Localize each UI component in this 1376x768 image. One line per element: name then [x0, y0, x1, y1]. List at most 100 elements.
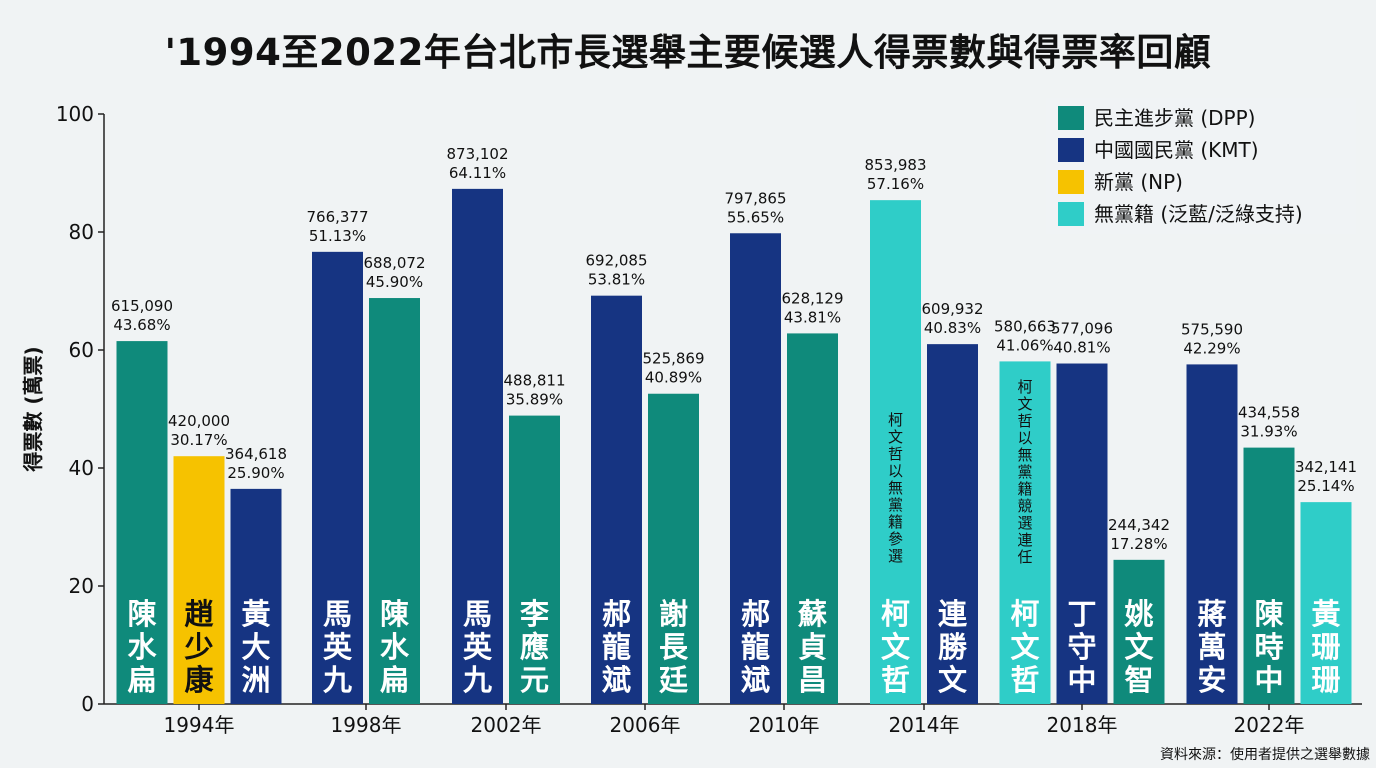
data-label-votes: 488,811 [503, 372, 565, 390]
bar-note-char: 文 [1017, 395, 1032, 413]
bar-name-char: 文 [938, 663, 968, 697]
bar-name-char: 勝 [938, 630, 968, 664]
bar-note-char: 連 [1017, 531, 1032, 549]
bar-note-char: 選 [1017, 514, 1032, 532]
bar [173, 456, 225, 704]
data-label-votes: 766,377 [306, 208, 368, 226]
data-label-votes: 580,663 [994, 317, 1056, 335]
bars: 615,09043.68%陳水扁420,00030.17%趙少康364,6182… [111, 145, 1357, 705]
bar-name-char: 水 [127, 630, 157, 664]
bar [369, 298, 420, 704]
chart-title: '1994至2022年台北市長選舉主要候選人得票數與得票率回顧 [164, 31, 1212, 74]
bar-name-char: 姚 [1123, 597, 1153, 631]
bar-name-char: 大 [241, 630, 270, 664]
data-label-votes: 688,072 [363, 254, 425, 272]
bar-name-char: 馬 [463, 597, 492, 631]
bar-note-char: 文 [888, 428, 903, 446]
bar-name-char: 陳 [380, 597, 409, 631]
bar-name-char: 郝 [741, 597, 770, 631]
bar-name-char: 昌 [798, 663, 827, 697]
data-label-votes: 797,865 [724, 189, 786, 207]
bar-name-char: 少 [184, 630, 213, 664]
data-label-percent: 40.83% [924, 319, 981, 337]
bar-name-char: 黃 [1311, 597, 1340, 631]
bar-name-char: 龍 [741, 630, 770, 664]
bar-note-char: 競 [1017, 497, 1032, 515]
data-label-percent: 25.14% [1297, 477, 1354, 495]
bar-name-char: 萬 [1197, 630, 1226, 664]
bar-name-char: 長 [659, 630, 689, 664]
bar-name-char: 斌 [741, 663, 770, 697]
bar [116, 341, 168, 704]
data-label-votes: 525,869 [642, 350, 704, 368]
data-label-percent: 30.17% [170, 431, 227, 449]
data-label-votes: 364,618 [225, 445, 287, 463]
bar-name-char: 蘇 [798, 597, 827, 631]
bar-name-char: 水 [380, 630, 410, 664]
data-label-votes: 244,342 [1108, 516, 1170, 534]
data-label-percent: 31.93% [1240, 423, 1297, 441]
bar-name-char: 斌 [602, 663, 631, 697]
bar [730, 233, 781, 704]
bar-note-char: 籍 [1017, 480, 1032, 498]
data-label-percent: 35.89% [506, 391, 563, 409]
bar-note-char: 柯 [888, 411, 903, 429]
bar-name-char: 趙 [184, 597, 213, 631]
bar-name-char: 柯 [881, 597, 910, 631]
bar [1300, 502, 1352, 704]
bar [870, 200, 921, 704]
bar-name-char: 珊 [1311, 663, 1340, 697]
bar-note-char: 柯 [1017, 378, 1032, 396]
bar-note-char: 黨 [1017, 463, 1032, 481]
bar-name-char: 康 [184, 663, 214, 697]
data-label-votes: 577,096 [1051, 320, 1113, 338]
bar-name-char: 元 [520, 663, 549, 697]
data-label-votes: 692,085 [585, 252, 647, 270]
bar-name-char: 黃 [241, 597, 270, 631]
bar-name-char: 郝 [602, 597, 631, 631]
bar-note-char: 哲 [888, 445, 903, 463]
bar-name-char: 中 [1254, 663, 1283, 697]
bar [312, 251, 363, 704]
bar-name-char: 貞 [798, 630, 827, 664]
bar-name-char: 扁 [380, 663, 409, 697]
bar [1186, 364, 1238, 704]
bar-name-char: 蔣 [1197, 597, 1226, 631]
data-label-percent: 64.11% [449, 164, 506, 182]
legend-swatch [1058, 170, 1084, 194]
bar-note-char: 無 [1017, 446, 1032, 464]
bar [1243, 447, 1295, 704]
bar [648, 393, 699, 704]
data-label-votes: 628,129 [781, 289, 843, 307]
bar-name-char: 守 [1067, 630, 1096, 664]
bar-name-char: 英 [323, 630, 353, 664]
data-label-votes: 420,000 [168, 412, 230, 430]
bar-note-char: 以 [1017, 429, 1032, 447]
legend-label: 新黨 (NP) [1094, 170, 1183, 194]
data-label-percent: 41.06% [996, 336, 1053, 354]
data-label-percent: 42.29% [1183, 339, 1240, 357]
data-label-percent: 43.68% [113, 316, 170, 334]
data-label-votes: 575,590 [1181, 320, 1243, 338]
bar-name-char: 中 [1067, 663, 1096, 697]
bar-name-char: 九 [463, 663, 492, 697]
x-tick-label: 2010年 [749, 713, 820, 737]
legend-swatch [1058, 138, 1084, 162]
bar-name-char: 英 [463, 630, 493, 664]
bar-name-char: 廷 [659, 663, 689, 697]
bar-note-char: 以 [888, 462, 903, 480]
data-label-votes: 873,102 [446, 145, 508, 163]
bar-name-char: 哲 [1010, 663, 1039, 697]
y-tick-label: 100 [56, 102, 94, 126]
legend-box [1046, 98, 1356, 234]
bar [999, 361, 1051, 704]
data-label-percent: 43.81% [784, 308, 841, 326]
data-label-votes: 342,141 [1295, 458, 1357, 476]
x-tick-label: 2022年 [1234, 713, 1305, 737]
legend: 民主進步黨 (DPP) 中國國民黨 (KMT) 新黨 (NP) 無黨籍 (泛藍/泛綠支… [1046, 98, 1356, 234]
data-label-percent: 45.90% [366, 273, 423, 291]
bar-note-char: 黨 [888, 496, 903, 514]
bar [591, 295, 642, 704]
bar [1113, 559, 1165, 704]
